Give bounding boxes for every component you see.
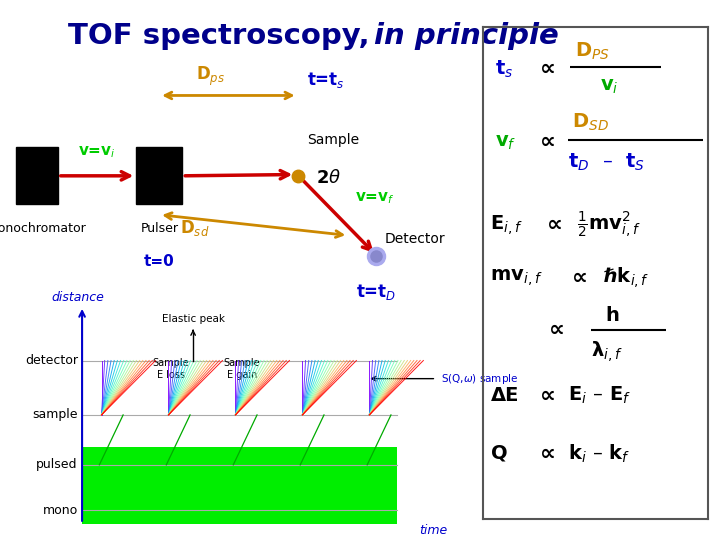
Text: E$_{i,f}$: E$_{i,f}$ — [490, 213, 523, 237]
Text: pulsed: pulsed — [36, 458, 78, 471]
Text: v$_i$: v$_i$ — [600, 77, 619, 96]
Text: D$_{PS}$: D$_{PS}$ — [575, 41, 610, 63]
Text: t$_D$  –  t$_S$: t$_D$ – t$_S$ — [568, 152, 645, 173]
Text: D$_{ps}$: D$_{ps}$ — [196, 64, 225, 87]
Text: S(Q,$\omega$) sample: S(Q,$\omega$) sample — [441, 372, 518, 386]
Text: ∝: ∝ — [572, 268, 588, 288]
Text: t=t$_D$: t=t$_D$ — [356, 282, 396, 302]
Text: Detector: Detector — [385, 232, 446, 246]
Text: ∝: ∝ — [549, 320, 565, 340]
Text: ∝: ∝ — [546, 215, 562, 235]
Text: Monochromator: Monochromator — [0, 222, 86, 235]
Text: t=0: t=0 — [144, 254, 175, 268]
Text: TOF spectroscopy,: TOF spectroscopy, — [68, 22, 379, 50]
Text: ∝: ∝ — [540, 386, 556, 406]
Text: detector: detector — [24, 354, 78, 367]
Text: sample: sample — [32, 408, 78, 421]
Text: Pulser: Pulser — [140, 222, 179, 235]
Text: k$_i$ – k$_f$: k$_i$ – k$_f$ — [568, 442, 630, 464]
Text: Sample
E gain: Sample E gain — [224, 358, 260, 380]
Text: v=v$_f$: v=v$_f$ — [355, 190, 395, 206]
Text: λ$_{i,f}$: λ$_{i,f}$ — [591, 340, 623, 365]
Text: E$_i$ – E$_f$: E$_i$ – E$_f$ — [568, 385, 631, 407]
Text: ∝: ∝ — [540, 443, 556, 463]
Text: D$_{sd}$: D$_{sd}$ — [180, 218, 210, 238]
Text: v$_f$: v$_f$ — [495, 133, 516, 152]
Text: in principle: in principle — [374, 22, 559, 50]
Text: Sample: Sample — [307, 133, 359, 147]
Text: h: h — [605, 306, 619, 325]
Text: Elastic peak: Elastic peak — [161, 314, 225, 324]
Text: ΔE: ΔE — [490, 386, 519, 405]
Text: t=t$_s$: t=t$_s$ — [307, 70, 345, 90]
Bar — [82, 447, 397, 524]
Text: v=v$_i$: v=v$_i$ — [78, 145, 116, 160]
Text: $\frac{1}{2}$mv$^2_{i,f}$: $\frac{1}{2}$mv$^2_{i,f}$ — [577, 210, 641, 240]
Text: 2$\theta$: 2$\theta$ — [316, 170, 341, 187]
Text: ℏk$_{i,f}$: ℏk$_{i,f}$ — [603, 265, 649, 290]
Text: ∝: ∝ — [540, 132, 556, 152]
Text: t$_s$: t$_s$ — [495, 59, 513, 80]
Text: Q: Q — [490, 444, 507, 463]
Text: D$_{SD}$: D$_{SD}$ — [572, 111, 609, 133]
Text: time: time — [419, 524, 447, 537]
Text: mv$_{i,f}$: mv$_{i,f}$ — [490, 267, 543, 288]
Text: distance: distance — [51, 291, 104, 304]
Text: ∝: ∝ — [540, 59, 556, 79]
Text: Sample
E loss: Sample E loss — [153, 358, 189, 380]
Text: mono: mono — [42, 504, 78, 517]
Bar — [17, 147, 58, 204]
Bar — [136, 147, 182, 204]
